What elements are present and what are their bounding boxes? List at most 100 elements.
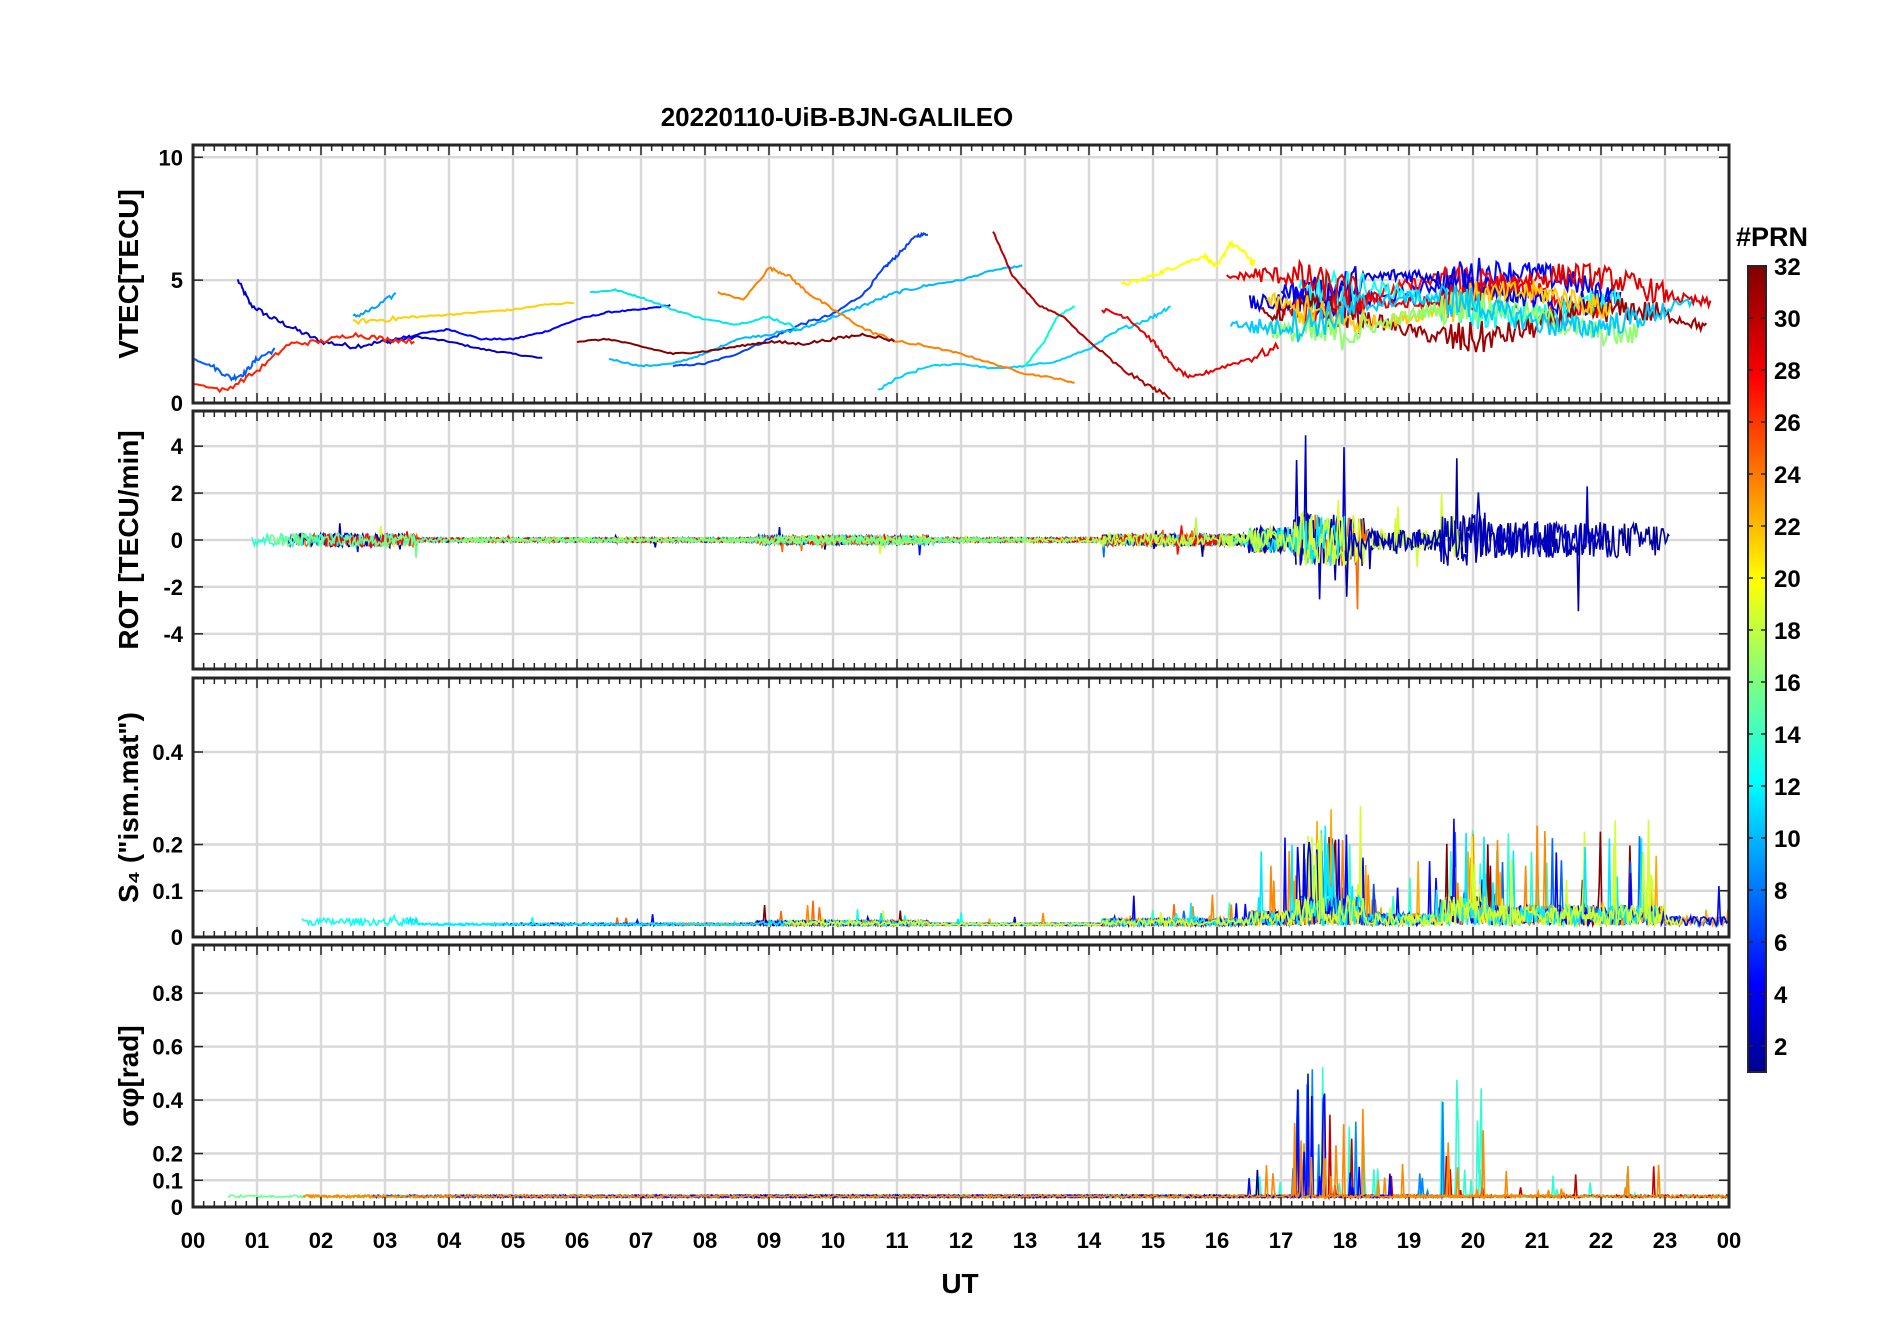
x-tick-label: 04 — [437, 1228, 462, 1253]
y-tick-label: 0 — [171, 925, 183, 950]
chart-title: 20220110-UiB-BJN-GALILEO — [661, 102, 1014, 132]
x-tick-label: 11 — [885, 1228, 908, 1253]
series-line-prn-24 — [717, 266, 1075, 384]
axes-frame — [191, 143, 1731, 405]
colorbar-tick-label: 28 — [1774, 358, 1801, 385]
series-line-prn-12 — [877, 305, 1171, 391]
series-line-prn-20 — [1120, 239, 1256, 286]
x-tick-label: 01 — [245, 1228, 269, 1253]
y-tick-label: 0.2 — [152, 1142, 183, 1167]
y-tick-label: -2 — [163, 575, 183, 600]
series-line-prn-10 — [352, 292, 397, 318]
series-line — [378, 499, 1347, 566]
y-tick-label: 0.4 — [152, 1088, 183, 1113]
series-line-prn-14 — [1024, 305, 1076, 367]
series-line — [738, 841, 1332, 929]
y-tick-label: 2 — [171, 481, 183, 506]
y-tick-label: -4 — [163, 622, 183, 647]
x-tick-label: 19 — [1397, 1228, 1421, 1253]
series-line-prn-22 — [352, 301, 575, 326]
y-tick-label: 4 — [171, 434, 184, 459]
series-line-prn-32 — [576, 332, 895, 356]
y-axis-label-vtec: VTEC[TECU] — [113, 189, 144, 359]
y-tick-label: 0 — [171, 528, 183, 553]
colorbar-tick-label: 4 — [1774, 982, 1788, 1009]
panel-vtec: 0 5 10 VTEC[TECU] — [113, 143, 1731, 416]
series-line-prn-3 — [236, 279, 543, 359]
series-line-prn-7 — [672, 231, 928, 368]
x-tick-label: 20 — [1461, 1228, 1485, 1253]
x-tick-label: 00 — [181, 1228, 205, 1253]
x-tick-label: 05 — [501, 1228, 525, 1253]
series-line — [783, 820, 1662, 929]
series-line-prn-30 — [1101, 307, 1280, 379]
y-tick-label: 0.1 — [152, 879, 183, 904]
colorbar-tick-label: 26 — [1774, 410, 1801, 437]
series-line — [590, 1114, 1729, 1201]
series-line-prn-13 — [589, 288, 799, 331]
colorbar-scale — [1747, 265, 1767, 1073]
axes-frame — [191, 943, 1731, 1209]
series-line — [312, 531, 1078, 556]
series-line — [445, 1073, 1394, 1200]
x-tick-label: 17 — [1269, 1228, 1293, 1253]
x-tick-label: 16 — [1205, 1228, 1229, 1253]
y-tick-label: 0.6 — [152, 1035, 183, 1060]
x-tick-label: 03 — [373, 1228, 397, 1253]
series-line — [742, 1169, 1284, 1200]
colorbar-tick-label: 10 — [1774, 826, 1801, 853]
colorbar-tick-label: 16 — [1774, 670, 1801, 697]
colorbar-tick-label: 32 — [1774, 254, 1801, 281]
x-tick-label: 22 — [1589, 1228, 1613, 1253]
series-line — [265, 531, 1028, 559]
x-tick-label: 12 — [949, 1228, 973, 1253]
colorbar-tick-label: 20 — [1774, 566, 1801, 593]
x-axis-label: UT — [941, 1268, 978, 1299]
colorbar-tick-label: 18 — [1774, 618, 1801, 645]
y-axis-label-s4: S₄ ("ism.mat") — [113, 712, 144, 903]
series-line-prn-8 — [193, 347, 276, 382]
colorbar-tick-label: 30 — [1774, 306, 1801, 333]
y-axis-label-sigma-phi: σφ[rad] — [113, 1025, 144, 1126]
panel-rot: -4 -2 0 2 4 ROT [TECU/min] — [113, 409, 1731, 671]
y-tick-label: 0.4 — [152, 740, 183, 765]
y-tick-label: 0.8 — [152, 981, 183, 1006]
series-line — [536, 1066, 1729, 1201]
x-tick-label: 07 — [629, 1228, 653, 1253]
series-line — [307, 1123, 1465, 1200]
series-group-vtec — [193, 231, 1712, 400]
panel-s4: 0 0.1 0.2 0.4 S₄ ("ism.mat") — [113, 676, 1731, 950]
series-line-storm — [1229, 283, 1693, 343]
x-tick-label: 00 — [1717, 1228, 1741, 1253]
series-line-prn-11 — [608, 264, 1023, 368]
x-tick-label: 21 — [1525, 1228, 1549, 1253]
colorbar-tick-label: 6 — [1774, 930, 1787, 957]
series-line — [677, 851, 1307, 928]
y-axis-label-rot: ROT [TECU/min] — [113, 430, 144, 649]
series-line-prn-28 — [193, 331, 415, 394]
y-tick-label: 0.2 — [152, 833, 183, 858]
colorbar-tick-label: 8 — [1774, 878, 1787, 905]
axes-frame — [191, 676, 1731, 939]
y-tick-label: 0 — [171, 1195, 183, 1220]
x-tick-label: 13 — [1013, 1228, 1037, 1253]
colorbar-tick-label: 22 — [1774, 514, 1801, 541]
colorbar-tick-label: 14 — [1774, 722, 1801, 749]
series-line — [406, 825, 1659, 929]
series-group-s4 — [301, 805, 1729, 929]
x-tick-label: 23 — [1653, 1228, 1677, 1253]
x-tick-label: 14 — [1077, 1228, 1102, 1253]
colorbar-label: #PRN — [1736, 222, 1808, 252]
series-line — [811, 493, 1465, 568]
colorbar-tick-label: 24 — [1774, 462, 1801, 489]
series-group-rot — [251, 435, 1670, 612]
x-tick-label: 06 — [565, 1228, 589, 1253]
series-line-prn-31 — [992, 231, 1171, 400]
y-tick-label: 0.1 — [152, 1168, 183, 1193]
colorbar-tick-label: 12 — [1774, 774, 1801, 801]
series-line-prn-5 — [384, 304, 671, 345]
panel-sigma-phi: 00.10.2 0.4 0.6 0.8 σφ[rad] — [113, 943, 1731, 1220]
x-tick-label: 15 — [1141, 1228, 1165, 1253]
